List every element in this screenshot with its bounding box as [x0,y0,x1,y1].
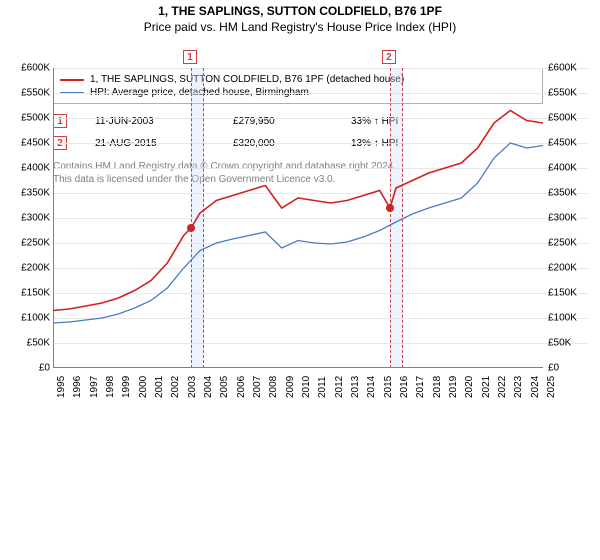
y-axis-tick: £0 [8,363,50,374]
x-axis-tick: 1996 [72,376,83,398]
plot-container: £0 £50K £100K £150K £200K £250K £300K £350K £400… [8,68,592,408]
sale-point [187,224,195,232]
x-axis-tick: 2013 [350,376,361,398]
chart-title: 1, THE SAPLINGS, SUTTON COLDFIELD, B76 1… [8,4,592,18]
y-axis-tick-right: £50K [548,338,571,349]
y-axis-tick: £350K [8,188,50,199]
y-axis-tick: £200K [8,263,50,274]
y-axis-tick-right: £100K [548,313,577,324]
series-line [53,111,543,311]
x-axis-tick: 1995 [56,376,67,398]
x-axis-tick: 2010 [301,376,312,398]
x-axis-tick: 2023 [513,376,524,398]
x-axis-tick: 2022 [497,376,508,398]
x-axis-tick: 2020 [464,376,475,398]
x-axis-tick: 2005 [219,376,230,398]
sale-marker-label: 1 [183,50,197,64]
chart-subtitle: Price paid vs. HM Land Registry's House … [8,20,592,34]
sale-marker-label: 2 [382,50,396,64]
x-axis-tick: 2004 [203,376,214,398]
y-axis-tick: £500K [8,113,50,124]
x-axis-tick: 2016 [399,376,410,398]
y-axis-tick-right: £550K [548,88,577,99]
y-axis-tick: £600K [8,63,50,74]
x-axis-tick: 2015 [383,376,394,398]
y-axis-tick-right: £250K [548,238,577,249]
x-axis-tick: 1997 [89,376,100,398]
y-axis-tick-right: £0 [548,363,559,374]
y-axis-tick-right: £350K [548,188,577,199]
y-axis-tick-right: £200K [548,263,577,274]
x-axis-tick: 2008 [268,376,279,398]
y-axis-tick-right: £600K [548,63,577,74]
x-axis-tick: 1998 [105,376,116,398]
y-axis-tick-right: £400K [548,163,577,174]
y-axis-tick-right: £500K [548,113,577,124]
y-axis-tick-right: £450K [548,138,577,149]
x-axis-tick: 2019 [448,376,459,398]
x-axis-tick: 2024 [530,376,541,398]
y-axis-tick: £300K [8,213,50,224]
chart-container: 1, THE SAPLINGS, SUTTON COLDFIELD, B76 1… [0,0,600,408]
y-axis-tick: £550K [8,88,50,99]
y-axis-tick: £150K [8,288,50,299]
x-axis-tick: 2007 [252,376,263,398]
y-axis-tick-right: £150K [548,288,577,299]
x-axis-tick: 2012 [334,376,345,398]
y-axis-tick: £450K [8,138,50,149]
series-line [53,143,543,323]
sale-point [386,204,394,212]
y-axis-tick: £100K [8,313,50,324]
y-axis-tick: £400K [8,163,50,174]
x-axis-tick: 2011 [317,376,328,398]
x-axis-tick: 2006 [236,376,247,398]
y-axis-tick-right: £300K [548,213,577,224]
x-axis-tick: 1999 [121,376,132,398]
x-axis-tick: 2009 [285,376,296,398]
x-axis-tick: 2001 [154,376,165,398]
x-axis-tick: 2021 [481,376,492,398]
x-axis-tick: 2003 [187,376,198,398]
y-axis-tick: £50K [8,338,50,349]
x-axis-tick: 2014 [366,376,377,398]
x-axis-tick: 2002 [170,376,181,398]
line-canvas [53,68,543,368]
x-axis-tick: 2017 [415,376,426,398]
x-axis-tick: 2018 [432,376,443,398]
x-axis-tick: 2025 [546,376,557,398]
y-axis-tick: £250K [8,238,50,249]
x-axis-tick: 2000 [138,376,149,398]
